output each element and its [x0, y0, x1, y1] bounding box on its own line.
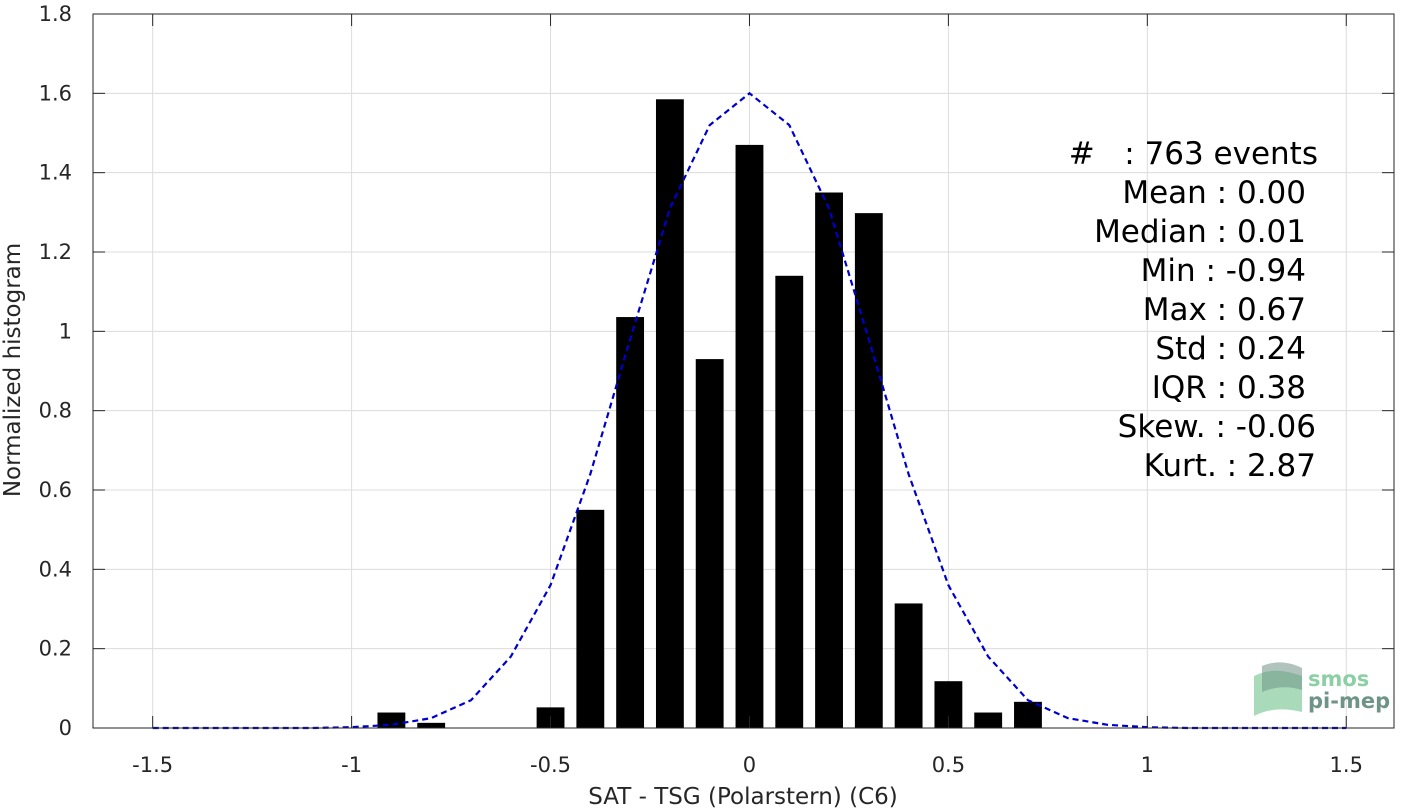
logo-text-pi-mep: pi-mep — [1308, 689, 1390, 713]
histogram-bar-3 — [576, 509, 605, 728]
histogram-bar-5 — [655, 99, 684, 729]
histogram-bar-1 — [417, 722, 446, 728]
y-tick-label-4: 0.8 — [39, 399, 72, 423]
x-axis-label: SAT - TSG (Polarstern) (C6) — [588, 784, 897, 809]
histogram-bar-9 — [815, 192, 843, 728]
stat-max: Max : 0.67 — [1143, 292, 1306, 328]
stat-kurt: Kurt. : 2.87 — [1144, 448, 1316, 484]
stat-min: Min : -0.94 — [1141, 253, 1306, 289]
plot-frame — [92, 13, 1395, 729]
histogram-bar-4 — [616, 317, 645, 728]
histogram-bar-8 — [775, 275, 804, 728]
statistics-annotations: # : 763 events Mean : 0.00 Median : 0.01… — [1069, 136, 1318, 484]
tick-labels: -1.5 -1 -0.5 0 0.5 1 1.5 0 0.2 0.4 0.6 0.8 1 1.2 1.4 1.… — [39, 2, 1363, 777]
y-tick-label-0: 0 — [59, 716, 72, 740]
y-axis-label: Normalized histogram — [0, 243, 26, 497]
smos-pi-mep-logo: smos pi-mep — [1254, 662, 1390, 716]
stat-count: # : 763 events — [1069, 136, 1318, 172]
histogram-bar-0 — [377, 712, 406, 728]
x-tick-label-3: 0 — [743, 753, 756, 777]
stat-median: Median : 0.01 — [1094, 214, 1306, 250]
logo-wave-shade-icon — [1262, 662, 1302, 692]
histogram-bar-10 — [854, 213, 883, 729]
x-tick-label-5: 1 — [1141, 753, 1154, 777]
histogram-bar-14 — [1014, 701, 1042, 728]
histogram-bar-13 — [974, 712, 1003, 728]
y-tick-label-1: 0.2 — [39, 637, 72, 661]
y-tick-label-7: 1.4 — [39, 161, 72, 185]
x-tick-label-1: -1 — [341, 753, 362, 777]
stat-std: Std : 0.24 — [1155, 331, 1306, 367]
y-tick-label-9: 1.8 — [39, 2, 72, 26]
stat-iqr: IQR : 0.38 — [1152, 370, 1306, 406]
y-tick-label-2: 0.4 — [39, 557, 72, 581]
x-tick-label-2: -0.5 — [530, 753, 571, 777]
histogram-bar-7 — [735, 144, 764, 728]
axes — [92, 13, 1395, 729]
x-tick-label-4: 0.5 — [932, 753, 965, 777]
histogram-bars — [377, 99, 1042, 729]
y-tick-label-8: 1.6 — [39, 81, 72, 105]
histogram-bar-11 — [894, 603, 923, 728]
histogram-bar-6 — [695, 359, 724, 728]
x-tick-label-6: 1.5 — [1330, 753, 1363, 777]
y-tick-label-6: 1.2 — [39, 240, 72, 264]
y-tick-label-5: 1 — [59, 319, 72, 343]
logo-text-smos: smos — [1308, 667, 1369, 691]
x-tick-label-0: -1.5 — [132, 753, 173, 777]
stat-skew: Skew. : -0.06 — [1118, 409, 1316, 445]
stat-mean: Mean : 0.00 — [1122, 175, 1306, 211]
y-tick-label-3: 0.6 — [39, 478, 72, 502]
